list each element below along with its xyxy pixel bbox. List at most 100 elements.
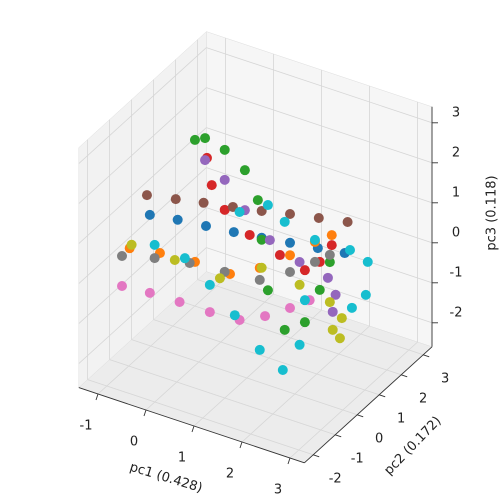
point (294, 257, 305, 267)
point (279, 216, 290, 227)
y-tick-label: 0 (375, 431, 383, 446)
grid-line (78, 127, 207, 244)
point (144, 287, 155, 298)
grid-line (78, 87, 207, 204)
grid-line (145, 293, 274, 411)
grid-line (78, 47, 207, 164)
z-tick-label: 2 (452, 145, 460, 160)
point (254, 344, 265, 355)
point (198, 197, 209, 208)
y-tick (423, 354, 430, 358)
point (126, 239, 137, 250)
x-tick (95, 393, 99, 401)
point (327, 324, 338, 335)
y-tick-label: -2 (329, 471, 342, 486)
y-tick (335, 434, 342, 438)
grid-line (241, 325, 370, 443)
point (324, 249, 335, 260)
grid-line (78, 167, 207, 284)
point (229, 310, 240, 321)
point (219, 174, 230, 185)
point (141, 190, 152, 201)
x-tick (191, 425, 195, 433)
grid-line (87, 379, 314, 456)
point (362, 256, 373, 267)
point (285, 209, 295, 219)
grid-line (78, 247, 207, 364)
point (274, 250, 285, 261)
y-tick-label: 2 (419, 391, 427, 406)
point (256, 234, 267, 245)
point (254, 274, 265, 285)
point (201, 221, 211, 231)
point (279, 324, 290, 335)
point (327, 306, 338, 317)
point (214, 273, 225, 284)
point (314, 284, 325, 295)
point (204, 279, 215, 290)
point (219, 144, 230, 155)
point (169, 255, 180, 265)
z-tick-label: 1 (452, 185, 460, 200)
point (326, 230, 337, 241)
point (260, 311, 271, 322)
y-tick (313, 454, 320, 458)
x-axis-line (78, 387, 305, 464)
point (342, 217, 353, 227)
x-tick (239, 441, 243, 449)
y-tick (357, 414, 364, 418)
point (117, 251, 127, 261)
point (299, 317, 310, 328)
point (244, 229, 255, 240)
point (149, 239, 160, 250)
x-tick-label: 2 (226, 467, 234, 482)
grid-line (153, 319, 380, 396)
z-tick-label: 0 (452, 225, 460, 240)
grid-line (109, 359, 336, 436)
point (256, 205, 267, 216)
z-tick-label: -1 (450, 265, 463, 280)
grid-line (289, 341, 418, 459)
y-tick-label: 1 (397, 411, 405, 426)
point (324, 257, 335, 268)
point (189, 134, 200, 145)
point (200, 133, 211, 144)
grid-line (206, 47, 433, 124)
point (172, 214, 183, 225)
point (285, 250, 295, 261)
point (330, 289, 341, 300)
y-tick (379, 394, 386, 398)
point (277, 365, 288, 375)
point (174, 297, 185, 307)
grid-line (78, 207, 207, 324)
point (206, 180, 217, 191)
point (285, 303, 295, 313)
point (239, 165, 250, 176)
x-tick-label: 0 (130, 435, 138, 450)
point (179, 253, 190, 264)
x-tick (287, 457, 291, 465)
x-axis-label: pc1 (0.428) (128, 460, 204, 496)
point (309, 256, 320, 267)
point (324, 297, 335, 308)
y-tick-label: 3 (441, 371, 449, 386)
point (345, 245, 355, 255)
point (200, 155, 211, 166)
y-tick (401, 374, 408, 378)
x-tick-label: 1 (178, 451, 186, 466)
point (285, 237, 295, 248)
point (360, 289, 371, 300)
grid-line (206, 87, 433, 164)
point (299, 265, 310, 276)
point (309, 234, 320, 245)
point (228, 227, 239, 238)
point (234, 207, 245, 217)
point (117, 281, 127, 291)
y-tick-label: -1 (351, 451, 364, 466)
point (262, 200, 273, 211)
point (170, 194, 181, 205)
z-tick-label: -2 (450, 305, 463, 320)
grid-line (206, 127, 433, 204)
point (264, 235, 275, 246)
